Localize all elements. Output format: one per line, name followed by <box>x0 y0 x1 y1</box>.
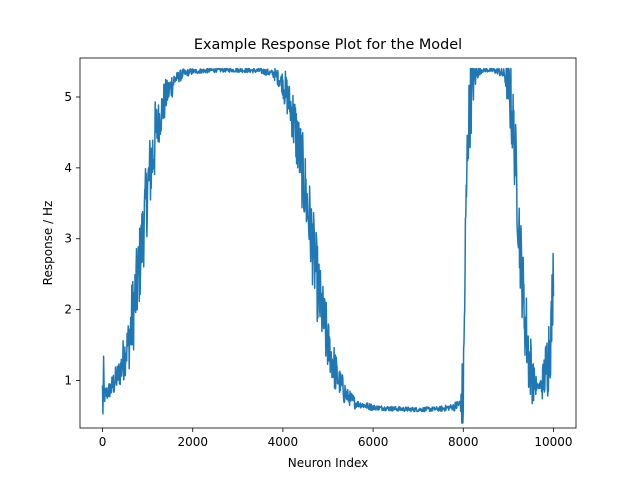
x-axis-label: Neuron Index <box>288 456 368 470</box>
y-axis: 1 2 3 4 5 <box>64 90 80 388</box>
y-tick-label: 3 <box>64 232 72 246</box>
y-axis-label: Response / Hz <box>41 201 55 286</box>
x-tick-label: 10000 <box>534 435 572 449</box>
y-tick-label: 5 <box>64 90 72 104</box>
x-tick-label: 8000 <box>448 435 479 449</box>
x-tick-label: 2000 <box>177 435 208 449</box>
chart-title: Example Response Plot for the Model <box>194 37 462 53</box>
x-tick-label: 6000 <box>358 435 389 449</box>
y-tick-label: 2 <box>64 303 72 317</box>
x-axis: 0 2000 4000 6000 8000 10000 <box>99 428 573 449</box>
x-tick-label: 4000 <box>268 435 299 449</box>
y-tick-label: 4 <box>64 161 72 175</box>
plot-area <box>101 67 555 424</box>
x-tick-label: 0 <box>99 435 107 449</box>
y-tick-label: 1 <box>64 374 72 388</box>
response-series-line <box>101 67 555 424</box>
axes-frame <box>79 57 577 429</box>
